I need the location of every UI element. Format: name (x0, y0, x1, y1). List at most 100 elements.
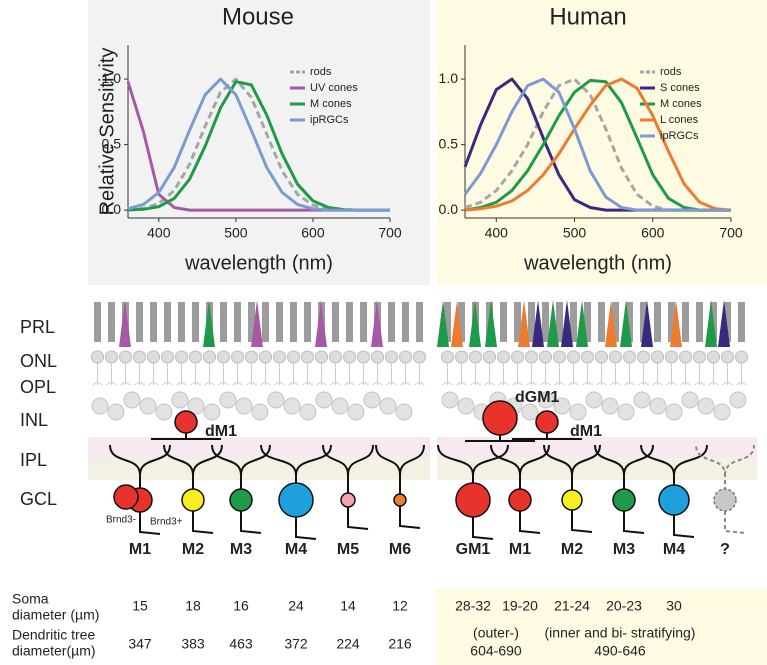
terminal (442, 363, 453, 386)
cone (605, 300, 617, 347)
inl-soma (347, 403, 365, 421)
rod (276, 302, 283, 342)
nucleus (567, 350, 580, 364)
table-value: 20-23 (606, 598, 642, 614)
inl-soma (155, 403, 173, 421)
nucleus (525, 350, 538, 364)
cone (670, 300, 682, 347)
spectral-curve (464, 77, 732, 212)
rod (94, 302, 101, 342)
inl-soma (331, 397, 349, 415)
table-value: 463 (229, 636, 253, 652)
x-tick-label: 500 (563, 225, 587, 241)
legend-label: ipRGCs (660, 130, 699, 142)
rod (178, 302, 185, 342)
terminal (260, 363, 271, 386)
inl-soma (553, 397, 571, 415)
layer-label: INL (20, 410, 48, 430)
inl-soma (649, 397, 667, 415)
dendrite (322, 444, 374, 505)
dendrite (109, 444, 171, 505)
axon (519, 511, 541, 534)
legend-label: rods (660, 66, 682, 78)
cell-label: M4 (285, 541, 307, 558)
soma (340, 492, 356, 508)
table-value: 16 (233, 598, 249, 614)
rod (640, 302, 647, 342)
rod (528, 302, 535, 342)
terminal (666, 363, 677, 386)
nucleus (665, 350, 678, 364)
ipl-band (437, 458, 757, 480)
rod (654, 302, 661, 342)
y-axis-label: Relative Sensitivity (96, 48, 118, 216)
table-value: 19-20 (502, 598, 538, 614)
terminal (596, 363, 607, 386)
nucleus (707, 350, 720, 364)
table-value: 14 (340, 598, 356, 614)
legend-label: M cones (310, 98, 352, 110)
rod (346, 302, 353, 342)
inl-soma (569, 403, 587, 421)
layer-label: ONL (20, 351, 57, 371)
nucleus (595, 350, 608, 364)
nucleus (609, 350, 622, 364)
rod (458, 302, 465, 342)
rod (668, 302, 675, 342)
rod (584, 302, 591, 342)
table-value: 12 (392, 598, 408, 614)
cone (119, 300, 131, 347)
rod (738, 302, 745, 342)
table-value: 216 (388, 636, 412, 652)
legend-label: M cones (660, 98, 702, 110)
y-tick-label: 0.5 (102, 135, 122, 151)
table-value: (outer-) (473, 625, 519, 641)
spectral-curve (127, 77, 390, 212)
rod (164, 302, 171, 342)
dendrite (151, 433, 221, 440)
ipl-band (437, 437, 757, 458)
nucleus (413, 350, 426, 364)
inl-soma (601, 397, 619, 415)
terminal (582, 363, 593, 386)
dendrite (543, 444, 601, 505)
spectral-curve (463, 77, 731, 212)
x-tick-label: 600 (301, 225, 325, 241)
cell-label: M4 (663, 541, 685, 558)
terminal (246, 363, 257, 386)
terminal (386, 363, 397, 386)
y-tick-label: 1.0 (439, 70, 459, 86)
terminal (722, 363, 733, 386)
rod (192, 302, 199, 342)
cone (315, 300, 327, 347)
dendrite (211, 444, 271, 505)
cell-label: M3 (230, 541, 252, 558)
cone (251, 300, 263, 347)
inl-soma (697, 397, 715, 415)
inl-soma (267, 391, 285, 409)
table-value: 490-646 (594, 643, 646, 659)
human-table-panel (437, 588, 767, 665)
inl-soma (219, 391, 237, 409)
terminal (344, 363, 355, 386)
nucleus (175, 350, 188, 364)
rod (290, 302, 297, 342)
terminal (176, 363, 187, 386)
rod (108, 302, 115, 342)
cone (485, 300, 497, 347)
rod (514, 302, 521, 342)
chart-title: Mouse (222, 3, 294, 30)
rod (556, 302, 563, 342)
terminal (302, 363, 313, 386)
nucleus (385, 350, 398, 364)
rod (682, 302, 689, 342)
inl-soma (107, 403, 125, 421)
axon (571, 510, 593, 533)
axon (472, 517, 494, 540)
soma (612, 488, 636, 512)
nucleus (287, 350, 300, 364)
rod (136, 302, 143, 342)
spectral-curve (464, 78, 731, 212)
cone (371, 300, 383, 347)
